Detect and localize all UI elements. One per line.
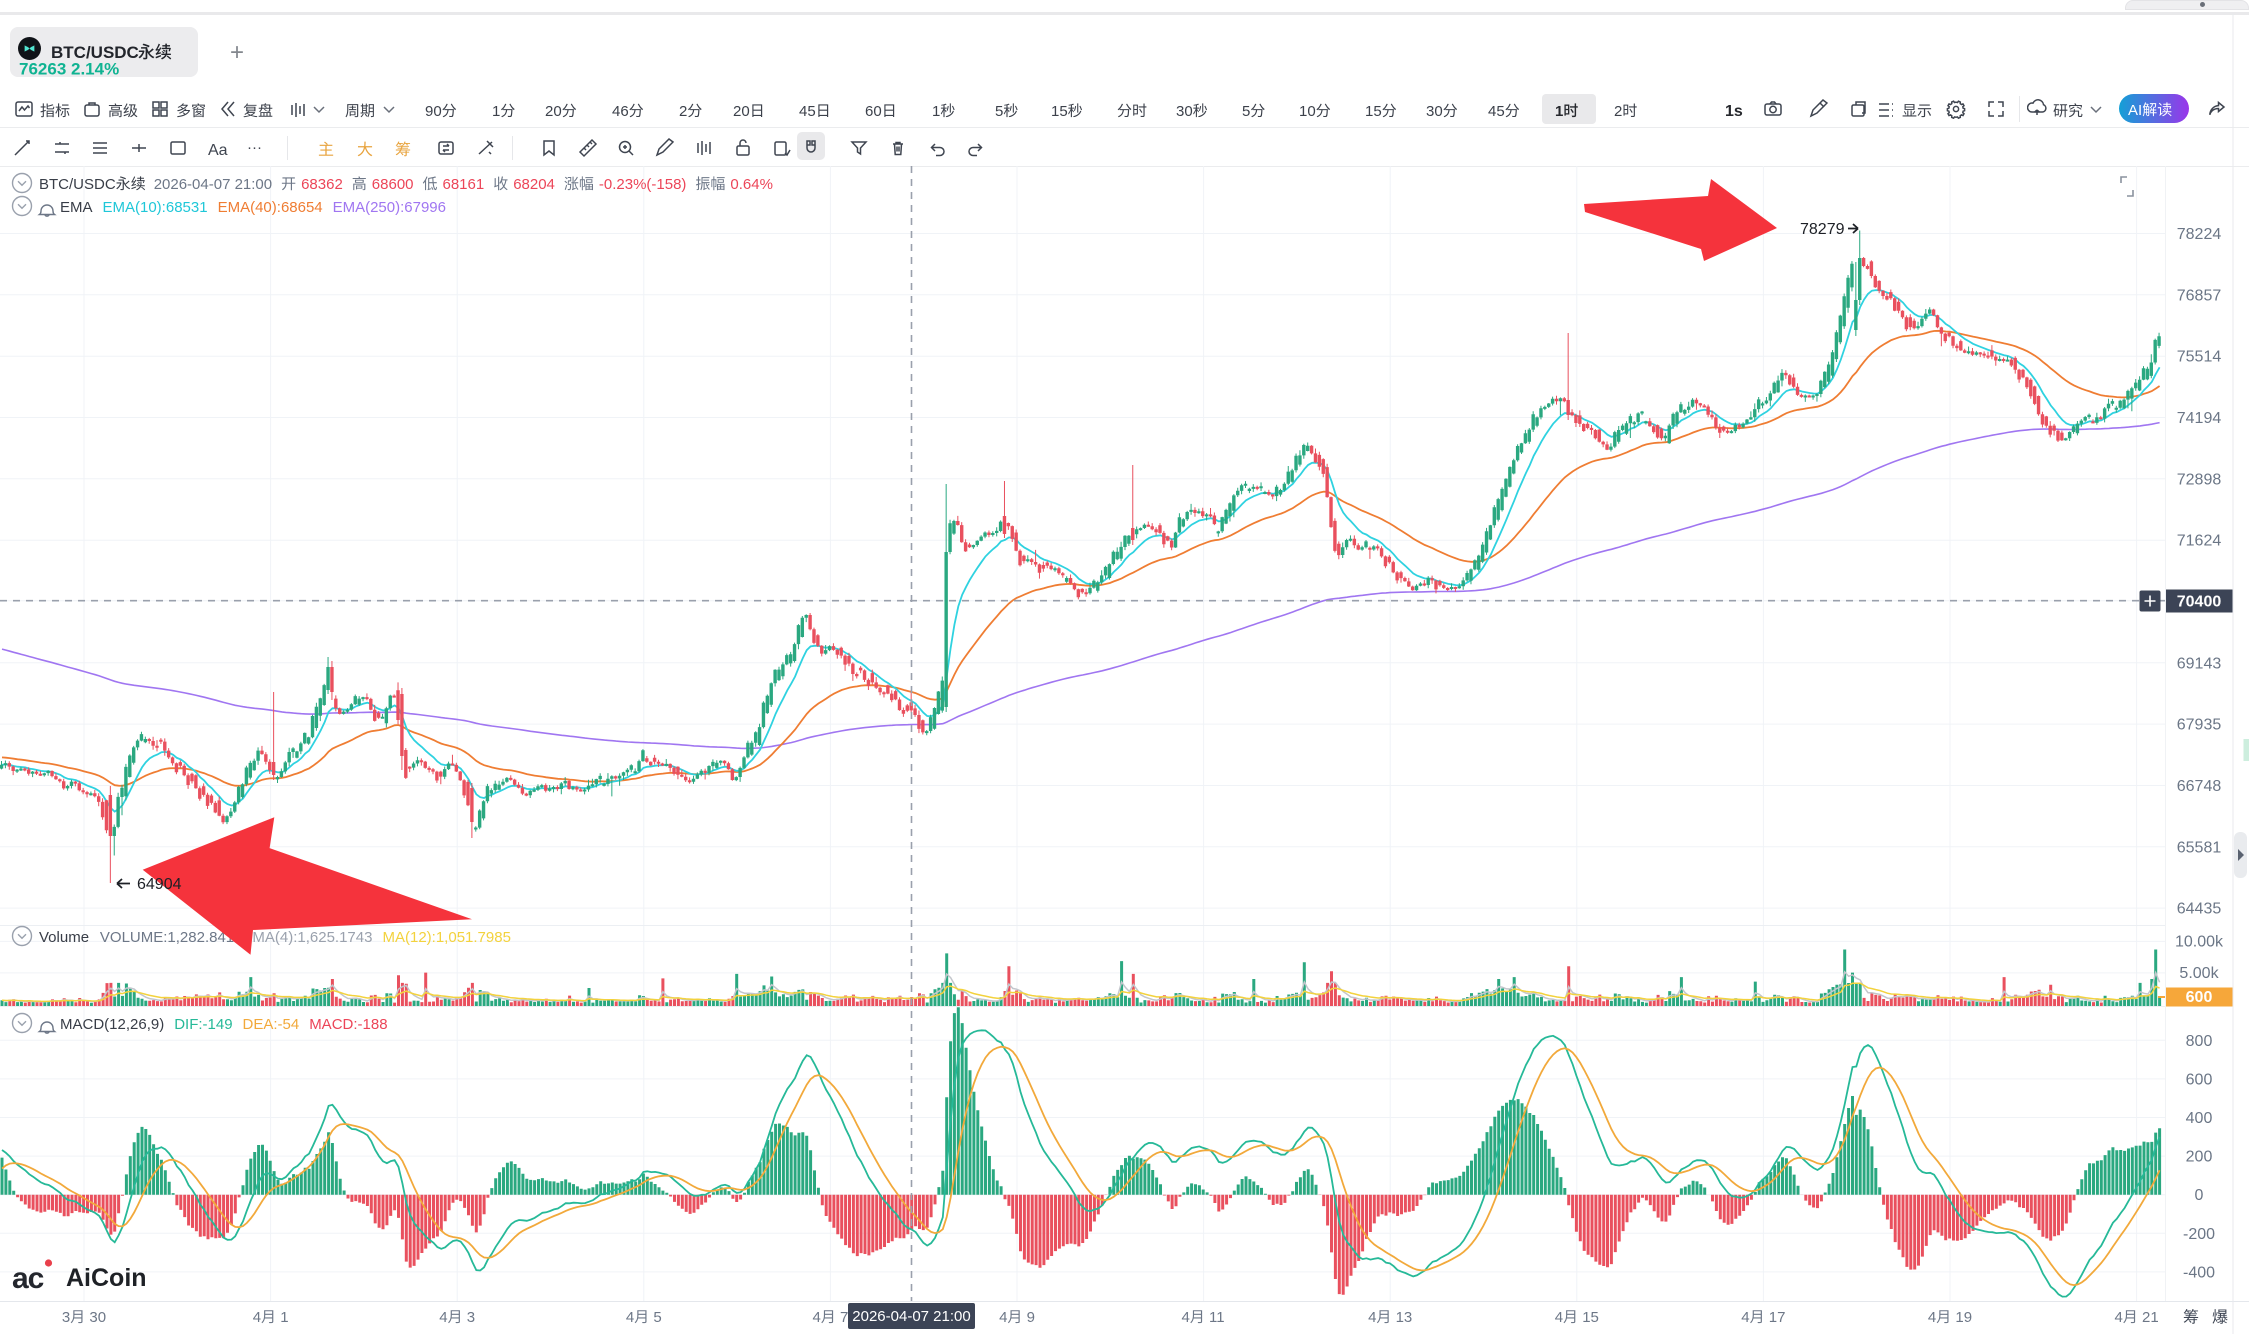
svg-text:4: 4: [439, 1309, 447, 1326]
svg-text:4: 4: [1368, 1309, 1376, 1326]
svg-text:71624: 71624: [2177, 533, 2222, 550]
svg-text:68161: 68161: [443, 176, 485, 193]
svg-text:0: 0: [2195, 1187, 2204, 1204]
svg-text:4: 4: [1182, 1309, 1190, 1326]
svg-text:1: 1: [280, 1309, 288, 1326]
svg-text:-400: -400: [2183, 1264, 2215, 1281]
svg-text:72898: 72898: [2177, 471, 2222, 488]
svg-text:11: 11: [1209, 1309, 1225, 1326]
svg-text:13: 13: [1396, 1309, 1413, 1326]
svg-text:15: 15: [1365, 103, 1382, 120]
svg-text:78279: 78279: [1800, 221, 1845, 238]
svg-text:75514: 75514: [2177, 349, 2222, 366]
svg-text:5.00k: 5.00k: [2179, 965, 2219, 982]
svg-text:4: 4: [1741, 1309, 1749, 1326]
svg-text:30: 30: [89, 1309, 106, 1326]
svg-text:64904: 64904: [137, 876, 182, 893]
svg-text:17: 17: [1769, 1309, 1786, 1326]
svg-text:EMA(40):68654: EMA(40):68654: [218, 199, 323, 216]
svg-text:4: 4: [253, 1309, 261, 1326]
svg-text:AI: AI: [2128, 102, 2142, 119]
svg-text:Aa: Aa: [208, 142, 228, 159]
svg-text:19: 19: [1955, 1309, 1972, 1326]
svg-text:4: 4: [1555, 1309, 1563, 1326]
svg-text:1s: 1s: [1725, 103, 1743, 120]
svg-text:21: 21: [2142, 1309, 2159, 1326]
svg-text:DIF:-149: DIF:-149: [174, 1016, 232, 1033]
svg-text:1: 1: [492, 103, 500, 120]
svg-text:15: 15: [1582, 1309, 1599, 1326]
svg-text:9: 9: [1027, 1309, 1035, 1326]
svg-text:10: 10: [1299, 103, 1316, 120]
svg-text:4: 4: [1928, 1309, 1936, 1326]
svg-text:MA(4):1,625.1743: MA(4):1,625.1743: [252, 929, 372, 946]
svg-text:3: 3: [467, 1309, 475, 1326]
svg-text:2: 2: [1614, 103, 1622, 120]
svg-text:5: 5: [995, 103, 1003, 120]
svg-text:VOLUME:1,282.8413: VOLUME:1,282.8413: [100, 929, 243, 946]
svg-text:EMA(250):67996: EMA(250):67996: [333, 199, 446, 216]
svg-text:EMA(10):68531: EMA(10):68531: [103, 199, 208, 216]
svg-text:MA(12):1,051.7985: MA(12):1,051.7985: [383, 929, 511, 946]
svg-text:800: 800: [2186, 1033, 2213, 1050]
svg-text:2026-04-07 21:00: 2026-04-07 21:00: [154, 176, 272, 193]
svg-text:78224: 78224: [2177, 226, 2222, 243]
svg-text:68362: 68362: [301, 176, 343, 193]
svg-text:90: 90: [425, 103, 442, 120]
svg-text:3: 3: [62, 1309, 70, 1326]
svg-text:0.64%: 0.64%: [730, 176, 773, 193]
svg-text:45: 45: [799, 103, 816, 120]
svg-text:46: 46: [612, 103, 629, 120]
svg-text:15: 15: [1051, 103, 1068, 120]
svg-text:BTC/USDC: BTC/USDC: [39, 176, 116, 193]
svg-text:65581: 65581: [2177, 839, 2222, 856]
svg-text:76263 2.14%: 76263 2.14%: [19, 60, 119, 79]
svg-text:70400: 70400: [2177, 594, 2222, 611]
svg-text:5: 5: [653, 1309, 661, 1326]
svg-text:4: 4: [999, 1309, 1007, 1326]
svg-text:4: 4: [2115, 1309, 2123, 1326]
svg-text:MACD:-188: MACD:-188: [309, 1016, 387, 1033]
svg-text:10.00k: 10.00k: [2175, 933, 2224, 950]
svg-text:2026-04-07 21:00: 2026-04-07 21:00: [852, 1308, 970, 1325]
svg-text:400: 400: [2186, 1110, 2213, 1127]
svg-text:68204: 68204: [513, 176, 555, 193]
svg-text:5: 5: [1242, 103, 1250, 120]
svg-text:76857: 76857: [2177, 287, 2222, 304]
svg-text:67935: 67935: [2177, 717, 2222, 734]
svg-text:1: 1: [1555, 103, 1563, 120]
svg-text:69143: 69143: [2177, 655, 2222, 672]
svg-text:68600: 68600: [372, 176, 414, 193]
svg-text:600: 600: [2186, 1071, 2213, 1088]
svg-text:4: 4: [813, 1309, 821, 1326]
svg-text:BTC/USDC: BTC/USDC: [51, 43, 139, 62]
svg-text:20: 20: [733, 103, 750, 120]
svg-text:1: 1: [932, 103, 940, 120]
svg-text:4: 4: [626, 1309, 634, 1326]
svg-text:AiCoin: AiCoin: [66, 1264, 147, 1292]
svg-text:ac: ac: [12, 1262, 44, 1295]
svg-text:64435: 64435: [2177, 901, 2222, 918]
svg-text:200: 200: [2186, 1149, 2213, 1166]
svg-text:MACD(12,26,9): MACD(12,26,9): [60, 1016, 164, 1033]
svg-text:-200: -200: [2183, 1226, 2215, 1243]
svg-text:EMA: EMA: [60, 199, 93, 216]
svg-text:Volume: Volume: [39, 929, 89, 946]
svg-text:+: +: [230, 39, 244, 66]
svg-text:30: 30: [1426, 103, 1443, 120]
svg-text:600: 600: [2186, 989, 2213, 1006]
svg-text:···: ···: [247, 139, 262, 156]
svg-text:-0.23%(-158): -0.23%(-158): [599, 176, 687, 193]
svg-text:66748: 66748: [2177, 778, 2222, 795]
svg-text:45: 45: [1488, 103, 1505, 120]
svg-text:7: 7: [840, 1309, 848, 1326]
svg-text:74194: 74194: [2177, 410, 2222, 427]
svg-text:30: 30: [1176, 103, 1193, 120]
svg-text:2: 2: [679, 103, 687, 120]
svg-text:DEA:-54: DEA:-54: [243, 1016, 300, 1033]
svg-text:20: 20: [545, 103, 562, 120]
svg-text:60: 60: [865, 103, 882, 120]
